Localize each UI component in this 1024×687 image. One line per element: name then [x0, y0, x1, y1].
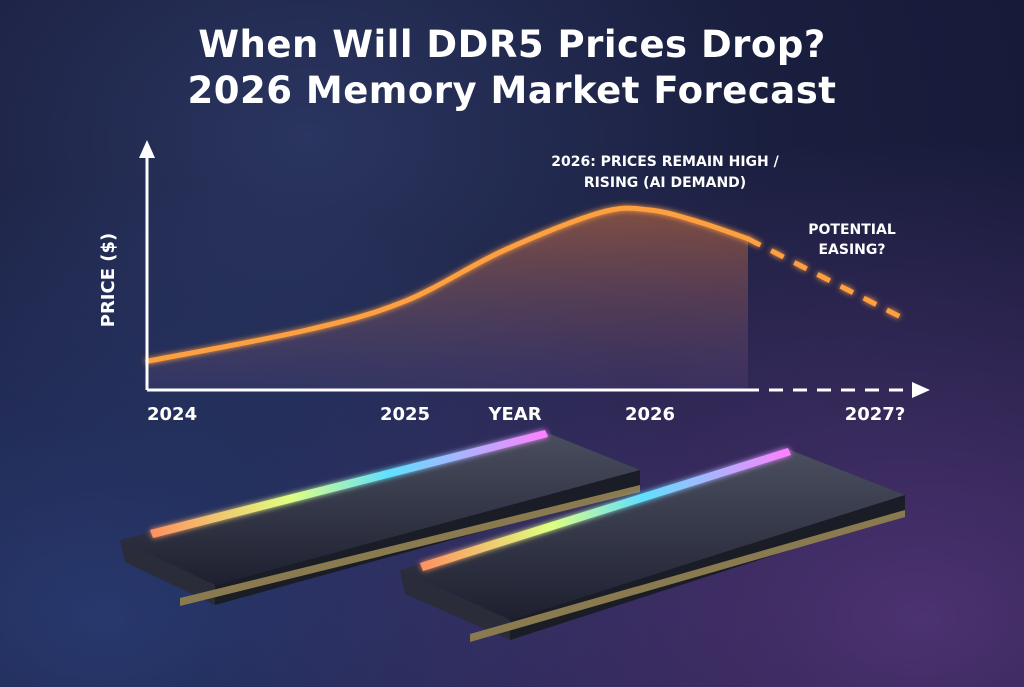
x-axis-label: YEAR	[487, 404, 541, 425]
area-fill	[147, 208, 748, 390]
y-axis-label: PRICE ($)	[98, 233, 119, 328]
title-line-1: When Will DDR5 Prices Drop?	[198, 23, 826, 66]
series-line-solid	[145, 205, 751, 364]
annotation-easing-line-1: POTENTIAL	[808, 222, 896, 238]
annotation-easing-line-2: EASING?	[818, 242, 885, 258]
x-tick-label: 2024	[147, 404, 197, 425]
title-line-2: 2026 Memory Market Forecast	[187, 69, 837, 112]
x-axis-arrow	[912, 382, 930, 398]
x-tick-label: 2027?	[845, 404, 906, 425]
series-line-dashed	[746, 236, 909, 323]
ram-stick-left	[120, 430, 640, 606]
x-tick-label: 2026	[625, 404, 675, 425]
annotation-peak-line-2: RISING (AI DEMAND)	[584, 175, 746, 191]
x-tick-label: 2025	[380, 404, 430, 425]
page-title: When Will DDR5 Prices Drop? 2026 Memory …	[0, 22, 1024, 114]
annotation-peak-line-1: 2026: PRICES REMAIN HIGH /	[551, 154, 779, 170]
ram-stick-right	[400, 448, 905, 642]
y-axis-arrow	[139, 140, 155, 158]
